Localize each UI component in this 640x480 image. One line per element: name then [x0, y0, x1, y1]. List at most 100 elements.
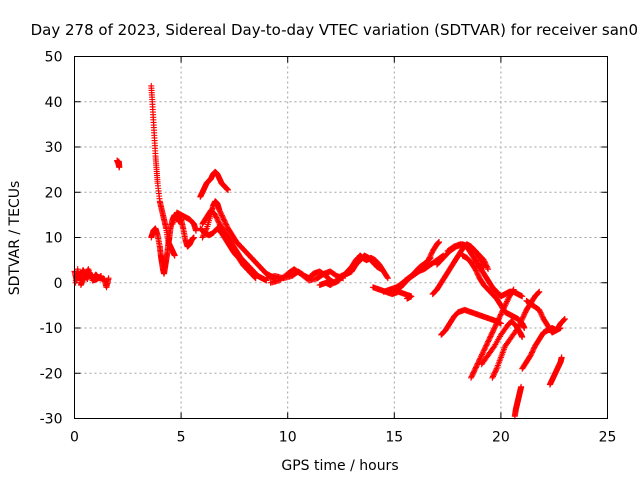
- data-point: [484, 264, 491, 271]
- data-point: [482, 259, 489, 266]
- plot-frame: [74, 56, 608, 419]
- data-point: [489, 329, 496, 336]
- y-tick-label: 50: [45, 50, 63, 66]
- data-point: [510, 286, 517, 293]
- data-point: [483, 263, 490, 270]
- data-point: [561, 315, 568, 322]
- data-point: [473, 268, 480, 275]
- data-point: [475, 357, 482, 364]
- data-point: [499, 308, 506, 315]
- series-arc-22h-drop: [546, 354, 565, 388]
- data-point: [482, 261, 489, 268]
- y-tick-label: 40: [45, 95, 63, 111]
- x-axis-label: GPS time / hours: [281, 458, 398, 474]
- data-point: [503, 299, 510, 306]
- data-point: [427, 254, 434, 261]
- data-point: [528, 349, 535, 356]
- data-point: [489, 374, 496, 381]
- data-point: [519, 315, 526, 322]
- data-point: [98, 272, 105, 279]
- data-point: [474, 270, 481, 277]
- data-point: [479, 351, 486, 358]
- y-tick-label: 0: [54, 276, 63, 292]
- data-point: [498, 310, 505, 317]
- data-point: [220, 215, 227, 222]
- data-point: [519, 293, 526, 300]
- data-point: [221, 218, 228, 225]
- data-point: [536, 308, 543, 315]
- data-point: [474, 361, 481, 368]
- data-point: [491, 370, 498, 377]
- data-point: [516, 322, 523, 329]
- data-point: [529, 348, 536, 355]
- data-point: [503, 298, 510, 305]
- data-point: [516, 321, 523, 328]
- data-point: [426, 255, 433, 262]
- data-point: [499, 307, 506, 314]
- data-point: [486, 335, 493, 342]
- grid: [74, 56, 608, 419]
- data-point: [480, 348, 487, 355]
- data-point: [469, 372, 476, 379]
- data-point: [487, 333, 494, 340]
- series-arc-6h-d: [197, 225, 259, 282]
- series-arc-4h-mid: [169, 209, 200, 234]
- data-point: [558, 354, 565, 361]
- data-point: [474, 271, 481, 278]
- data-point: [521, 310, 528, 317]
- data-point: [471, 367, 478, 374]
- data-point: [218, 211, 225, 218]
- data-point: [214, 215, 221, 222]
- y-tick-label: -10: [40, 321, 63, 337]
- data-point: [501, 303, 508, 310]
- data-point: [478, 352, 485, 359]
- y-tick-label: -20: [40, 366, 63, 382]
- data-point: [530, 345, 537, 352]
- data-point: [483, 342, 490, 349]
- data-point: [482, 345, 489, 352]
- data-point: [515, 323, 522, 330]
- series-arc-4h-low: [148, 211, 197, 277]
- data-point: [212, 213, 219, 220]
- data-point: [225, 186, 232, 193]
- data-point: [488, 330, 495, 337]
- data-point: [468, 374, 475, 381]
- x-tick-label: 5: [177, 430, 186, 446]
- data-point: [535, 289, 542, 296]
- data-point: [436, 239, 443, 246]
- data-point: [378, 266, 385, 273]
- data-point: [477, 355, 484, 362]
- y-tick-label: 10: [45, 231, 63, 247]
- data-point: [481, 258, 488, 265]
- data-point: [489, 328, 496, 335]
- series-arc-13h: [338, 252, 385, 279]
- data-point: [527, 352, 534, 359]
- data-point: [476, 356, 483, 363]
- data-point: [519, 314, 526, 321]
- chart-title: Day 278 of 2023, Sidereal Day-to-day VTE…: [31, 21, 638, 39]
- series-arc-17h-c: [438, 306, 504, 338]
- series-arc-15h-c: [401, 252, 447, 284]
- data-point: [212, 211, 219, 218]
- data-point: [514, 325, 521, 331]
- series-arc-20h-drop: [511, 383, 525, 420]
- data-point: [494, 319, 501, 326]
- y-tick-label: -30: [40, 412, 63, 428]
- data-point: [491, 369, 498, 376]
- data-point: [500, 304, 507, 311]
- data-point: [199, 234, 206, 241]
- data-point: [384, 275, 391, 282]
- data-point: [474, 360, 481, 367]
- axis-ticks: 0 5 10 15 20 25 -30 -20 -10 0 10 20 30 40 50: [40, 50, 617, 446]
- data-point: [519, 334, 526, 341]
- data-point: [221, 217, 228, 224]
- data-point: [475, 359, 482, 366]
- data-point: [475, 272, 482, 279]
- data-point: [517, 319, 524, 326]
- data-point: [560, 317, 567, 324]
- data-point: [473, 363, 480, 370]
- data-point: [493, 320, 500, 327]
- data-point: [536, 306, 543, 313]
- data-point: [520, 313, 527, 320]
